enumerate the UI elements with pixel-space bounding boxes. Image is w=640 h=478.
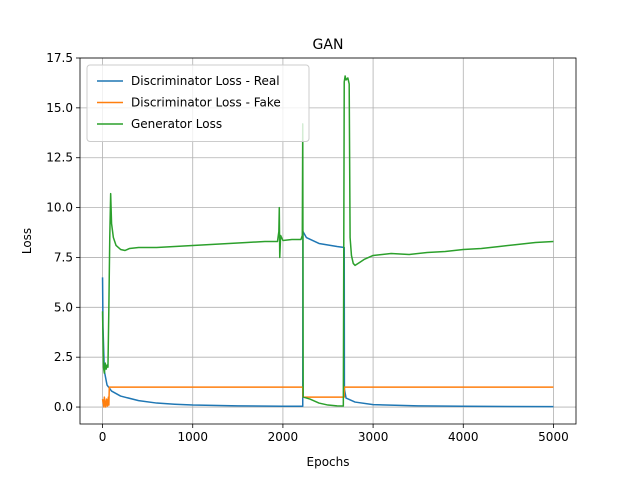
x-tick-label: 5000	[538, 430, 569, 444]
y-axis: 0.0 2.5 5.0 7.5 10.0 12.5 15.0 17.5	[46, 51, 80, 414]
x-tick-label: 4000	[448, 430, 479, 444]
x-tick-label: 1000	[177, 430, 208, 444]
y-tick-label: 0.0	[54, 400, 73, 414]
series-line-1	[101, 230, 554, 408]
x-tick-label: 0	[99, 430, 107, 444]
y-axis-label: Loss	[20, 228, 34, 254]
y-tick-label: 15.0	[46, 101, 73, 115]
legend-label: Discriminator Loss - Fake	[131, 96, 281, 110]
x-tick-label: 3000	[358, 430, 389, 444]
y-tick-label: 17.5	[46, 51, 73, 65]
y-tick-label: 5.0	[54, 300, 73, 314]
legend: Discriminator Loss - Real Discriminator L…	[86, 64, 310, 142]
legend-label: Discriminator Loss - Real	[131, 74, 280, 88]
y-tick-label: 7.5	[54, 250, 73, 264]
y-tick-label: 2.5	[54, 350, 73, 364]
chart-title: GAN	[313, 37, 344, 53]
series-group	[101, 75, 554, 408]
y-tick-label: 12.5	[46, 151, 73, 165]
y-tick-label: 10.0	[46, 201, 73, 215]
x-axis: 0 1000 2000 3000 4000 5000	[99, 424, 569, 444]
legend-box	[86, 64, 310, 142]
legend-label: Generator Loss	[131, 117, 222, 131]
x-axis-label: Epochs	[307, 455, 350, 469]
x-tick-label: 2000	[268, 430, 299, 444]
plot-frame	[79, 57, 577, 425]
series-line-3	[101, 75, 554, 407]
series-line-2	[101, 386, 554, 408]
